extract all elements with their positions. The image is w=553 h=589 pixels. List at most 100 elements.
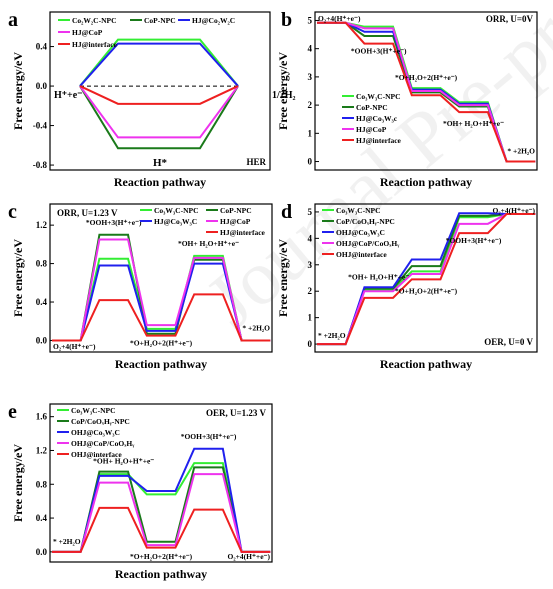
step-label: *O+H₂O+2(H⁺+e⁻) [130, 339, 193, 348]
y-tick-label: 0 [308, 157, 313, 167]
x-axis-label: Reaction pathway [380, 175, 472, 189]
series-line [79, 38, 239, 87]
series-line [52, 473, 271, 553]
legend-label: OHJ@CoP/CoOₓHᵧ [336, 239, 400, 248]
y-tick-label: 4 [308, 44, 313, 54]
series-line [317, 213, 536, 346]
panel-d: d 0 1 2 3 4 5 Free energy/eV Reaction pathway OER… [276, 201, 538, 371]
step-label: *OH+ H₂O+H⁺+e⁻ [93, 457, 154, 466]
step-label: 1/2H₂ [272, 90, 296, 101]
step-label: *O+H₂O+2(H⁺+e⁻) [130, 552, 193, 561]
legend-label: Co₃W₃C-NPC [71, 406, 116, 415]
step-label: * +2H₂O [242, 323, 270, 332]
step-label: H* [153, 157, 168, 169]
y-tick-label: 1 [308, 313, 313, 323]
panel-e: e 0.0 0.4 0.8 1.2 1.6 Free energy/eV Reaction p… [8, 401, 273, 581]
y-tick-label: 0.8 [36, 259, 48, 269]
step-label: *OH+ H₂O+H⁺+e⁻ [178, 239, 239, 248]
y-axis-label: Free energy/eV [276, 239, 290, 317]
series-line [317, 21, 536, 163]
legend-label: CoP-NPC [144, 16, 176, 25]
series-line [79, 85, 239, 150]
plot-frame [49, 403, 273, 563]
y-tick-label: 4 [308, 233, 313, 243]
series-line [79, 85, 239, 139]
y-axis-label: Free energy/eV [11, 444, 25, 522]
x-axis-label: Reaction pathway [115, 357, 207, 371]
legend-label: HJ@CoP [220, 217, 251, 226]
step-label: * +2H₂O [53, 537, 81, 546]
series-line [317, 213, 536, 346]
panel-condition-label: OER, U=0 V [484, 337, 533, 347]
series-line [317, 21, 536, 163]
y-tick-label: 1.2 [36, 220, 48, 230]
step-label: *OOH+3(H⁺+e⁻) [181, 432, 237, 441]
legend-label: Co₂W₂C-NPC [72, 16, 117, 25]
step-label: *O+H₂O+2(H⁺+e⁻) [395, 73, 458, 82]
y-tick-label: 0 [308, 339, 313, 349]
step-label: * +2H₂O [507, 147, 535, 156]
legend-label: OHJ@interface [71, 450, 122, 459]
legend-label: Co₃W₃C-NPC [154, 206, 199, 215]
y-tick-label: 2 [308, 100, 313, 110]
legend-label: HJ@Co₃W₃c [356, 114, 398, 123]
panel-b: b 0 1 2 3 4 5 Free energy/eV Reaction pathway ORR… [276, 9, 538, 189]
y-tick-label: 1.2 [36, 445, 48, 455]
legend-label: Co₃W₃C-NPC [356, 92, 401, 101]
step-label: H⁺+e⁻ [54, 90, 82, 101]
legend-label: HJ@CoP [356, 125, 387, 134]
legend-label: Co₃W₃C-NPC [336, 206, 381, 215]
panel-label: b [281, 9, 292, 31]
legend-label: OHJ@interface [336, 250, 387, 259]
step-label: *OH+ H₂O+H⁺+e⁻ [348, 272, 409, 281]
series-line [52, 238, 271, 342]
legend-label: OHJ@CoP/CoOₓHᵧ [71, 439, 135, 448]
y-tick-label: 3 [308, 72, 313, 82]
y-tick-label: 0.8 [36, 479, 48, 489]
y-axis-label: Free energy/eV [276, 52, 290, 130]
y-axis-label: Free energy/eV [11, 239, 25, 317]
y-tick-label: 0.4 [36, 42, 48, 52]
legend-label: HJ@interface [356, 136, 402, 145]
y-tick-label: 1 [308, 128, 313, 138]
plot-frame [49, 203, 273, 353]
step-label: * +2H₂O [318, 331, 346, 340]
step-label: *OOH+3(H⁺+e⁻) [446, 236, 502, 245]
y-tick-label: 1.6 [36, 412, 48, 422]
series-line [79, 85, 239, 105]
legend-label: HJ@interface [220, 228, 266, 237]
panel-label: c [8, 201, 17, 223]
panel-condition-label: OER, U=1.23 V [206, 408, 266, 418]
y-tick-label: 5 [308, 15, 313, 25]
panel-label: e [8, 401, 17, 423]
y-tick-label: 0.0 [36, 547, 48, 557]
panel-condition-label: HER [246, 157, 266, 167]
legend-label: CoP/CoOₓHᵧ-NPC [71, 417, 130, 426]
legend-label: CoP-NPC [356, 103, 388, 112]
y-tick-label: 0.4 [36, 513, 48, 523]
series-line [79, 42, 239, 87]
legend-label: CoP/CoOₓHᵧ-NPC [336, 217, 395, 226]
panel-c: c 0.0 0.4 0.8 1.2 Free energy/eV Reaction path… [8, 201, 273, 371]
step-label: *OH+ H₂O+H⁺+e⁻ [443, 119, 504, 128]
y-tick-label: 2 [308, 286, 313, 296]
panel-label: d [281, 201, 292, 223]
legend-label: HJ@Co₃W₃C [154, 217, 197, 226]
series-line [52, 506, 271, 553]
plot-frame [314, 11, 538, 171]
legend-label: HJ@interface [72, 40, 118, 49]
y-tick-label: 0.0 [36, 81, 48, 91]
legend-label: OHJ@Co₃W₃C [336, 228, 385, 237]
series-line [52, 293, 271, 342]
panel-condition-label: ORR, U=0V [486, 14, 534, 24]
step-label: O₂+4(H⁺+e⁻) [493, 206, 536, 215]
panel-label: a [8, 9, 18, 31]
plot-frame [49, 11, 271, 171]
step-label: *OOH+3(H⁺+e⁻) [351, 47, 407, 56]
x-axis-label: Reaction pathway [115, 567, 207, 581]
y-tick-label: 3 [308, 260, 313, 270]
step-label: *O+H₂O+2(H⁺+e⁻) [395, 286, 458, 295]
step-label: O₂+4(H⁺+e⁻) [228, 552, 271, 561]
legend-label: OHJ@Co₃W₃C [71, 428, 120, 437]
